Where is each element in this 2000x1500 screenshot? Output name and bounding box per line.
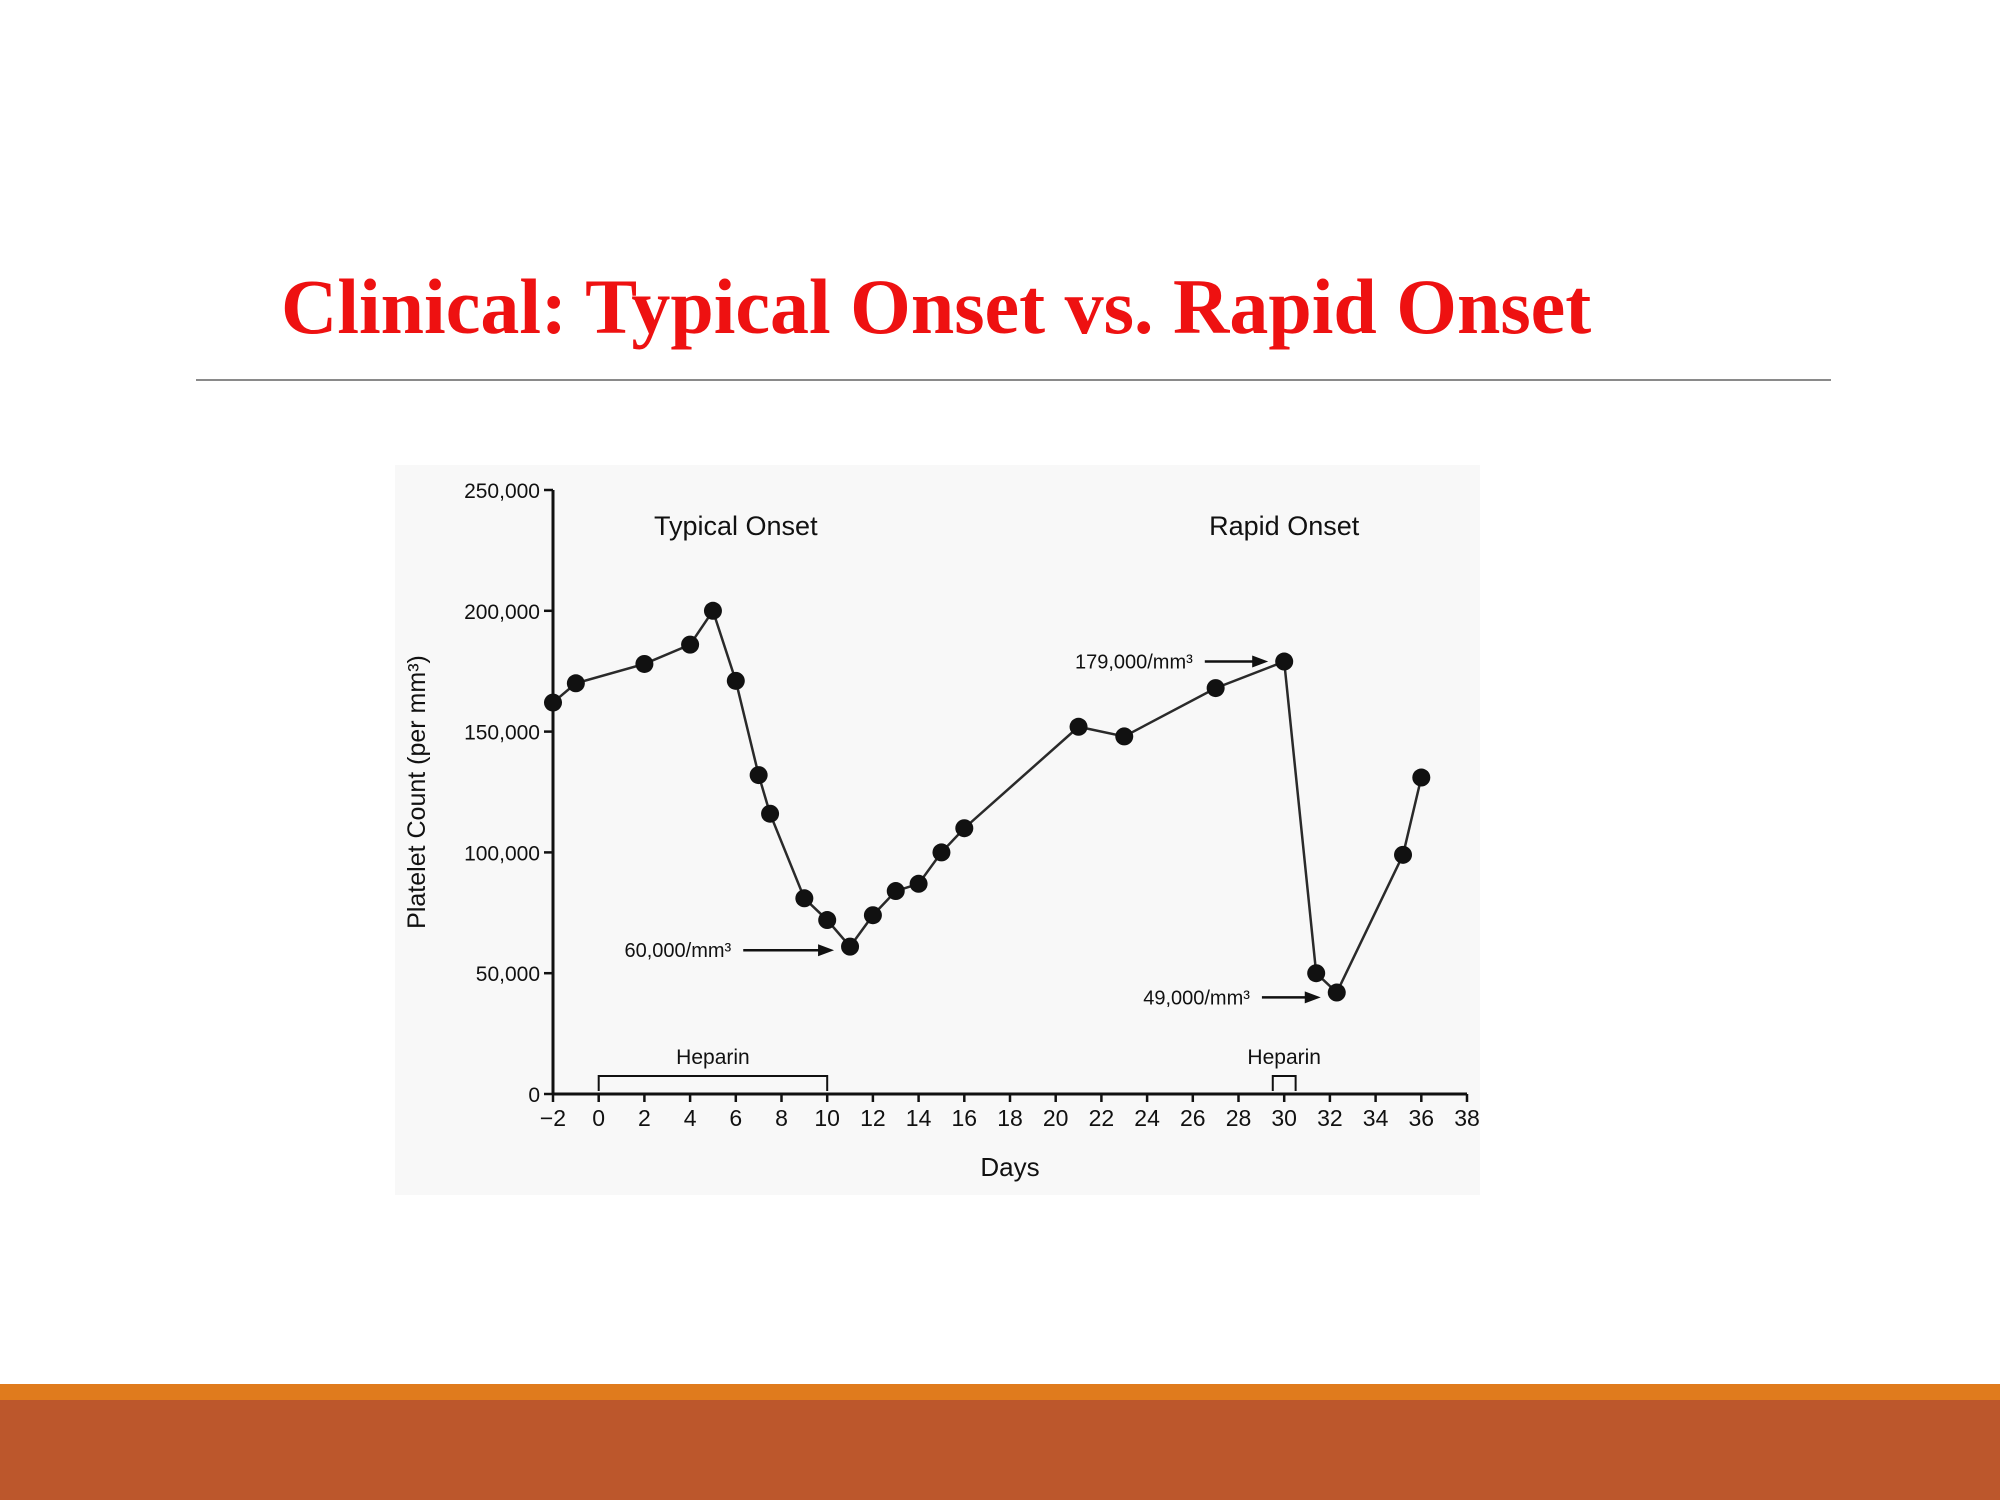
annotation-arrow-head [1252, 655, 1269, 668]
x-tick-label: 6 [729, 1105, 742, 1131]
x-tick-label: 28 [1226, 1105, 1252, 1131]
y-tick-label: 150,000 [464, 722, 540, 745]
annotation-arrow-head [1304, 991, 1321, 1004]
data-point [932, 843, 951, 862]
series-layer [544, 601, 1431, 1002]
footer-stripe [0, 1384, 2000, 1400]
data-point [886, 882, 905, 901]
x-tick-label: 2 [638, 1105, 651, 1131]
heparin-bracket [597, 1075, 829, 1091]
data-point [1275, 652, 1294, 671]
footer-bar [0, 1400, 2000, 1500]
heparin-bracket [1271, 1075, 1297, 1091]
x-tick-label: 30 [1271, 1105, 1297, 1131]
series-line [552, 607, 1423, 995]
y-axis-title: Platelet Count (per mm³) [403, 655, 431, 929]
heparin-label: Heparin [676, 1046, 750, 1069]
x-tick-label: 4 [684, 1105, 697, 1131]
value-annotation: 179,000/mm³ [1075, 652, 1193, 674]
data-point [1394, 845, 1413, 864]
heparin-label: Heparin [1247, 1046, 1321, 1069]
x-tick-label: 10 [814, 1105, 840, 1131]
y-tick-label: 50,000 [476, 963, 540, 986]
data-point [566, 674, 585, 693]
y-tick-label: 200,000 [464, 601, 540, 624]
platelet-count-chart: −2 0 2 4 6 8 10 12 14 16 18 20 22 24 26 28 30 32 34 36 38050… [403, 480, 1480, 1182]
annotation-arrow-head [818, 944, 835, 957]
x-tick-label: 14 [906, 1105, 932, 1131]
onset-label: Typical Onset [654, 511, 818, 541]
data-point [761, 804, 780, 823]
y-tick-label: 0 [528, 1084, 540, 1107]
x-tick-label: 0 [592, 1105, 605, 1131]
data-point [841, 937, 860, 956]
data-point [635, 654, 654, 673]
x-tick-label: 38 [1454, 1105, 1480, 1131]
data-point [681, 635, 700, 654]
data-point [1412, 768, 1431, 787]
data-point [1115, 727, 1134, 746]
title-divider [196, 379, 1831, 381]
value-annotation: 49,000/mm³ [1143, 987, 1250, 1009]
data-point [544, 693, 562, 712]
x-tick-label: 20 [1043, 1105, 1069, 1131]
x-tick-label: 34 [1363, 1105, 1389, 1131]
y-tick-label: 100,000 [464, 842, 540, 865]
data-point [749, 766, 768, 785]
data-point [909, 874, 928, 893]
data-point [1206, 679, 1225, 698]
x-tick-label: 16 [952, 1105, 978, 1131]
annotation-layer: Heparin Heparin Typical Onset Rapid Onset 60… [597, 511, 1360, 1091]
x-tick-label: 22 [1089, 1105, 1115, 1131]
x-tick-label: 26 [1180, 1105, 1206, 1131]
data-point [726, 671, 745, 690]
x-tick-label: 36 [1409, 1105, 1435, 1131]
value-annotation: 60,000/mm³ [625, 940, 732, 962]
data-point [863, 906, 882, 925]
slide-title: Clinical: Typical Onset vs. Rapid Onset [281, 263, 1592, 350]
data-point [703, 601, 722, 620]
x-tick-label: 32 [1317, 1105, 1343, 1131]
chart-panel: −2 0 2 4 6 8 10 12 14 16 18 20 22 24 26 28 30 32 34 36 38 0 50… [395, 465, 1480, 1195]
onset-label: Rapid Onset [1209, 511, 1360, 541]
data-point [1069, 717, 1088, 736]
x-tick-label: 24 [1134, 1105, 1160, 1131]
data-point [1327, 983, 1346, 1002]
x-tick-label: 12 [860, 1105, 886, 1131]
data-point [818, 911, 837, 930]
data-point [1307, 964, 1326, 983]
data-point [955, 819, 974, 838]
axes-layer: −2 0 2 4 6 8 10 12 14 16 18 20 22 24 26 28 30 32 34 36 38050… [403, 480, 1480, 1182]
x-tick-label: −2 [540, 1105, 566, 1131]
data-point [795, 889, 814, 908]
x-tick-label: 18 [997, 1105, 1023, 1131]
x-tick-label: 8 [775, 1105, 788, 1131]
y-tick-label: 250,000 [464, 480, 540, 503]
x-axis-title: Days [980, 1152, 1039, 1182]
